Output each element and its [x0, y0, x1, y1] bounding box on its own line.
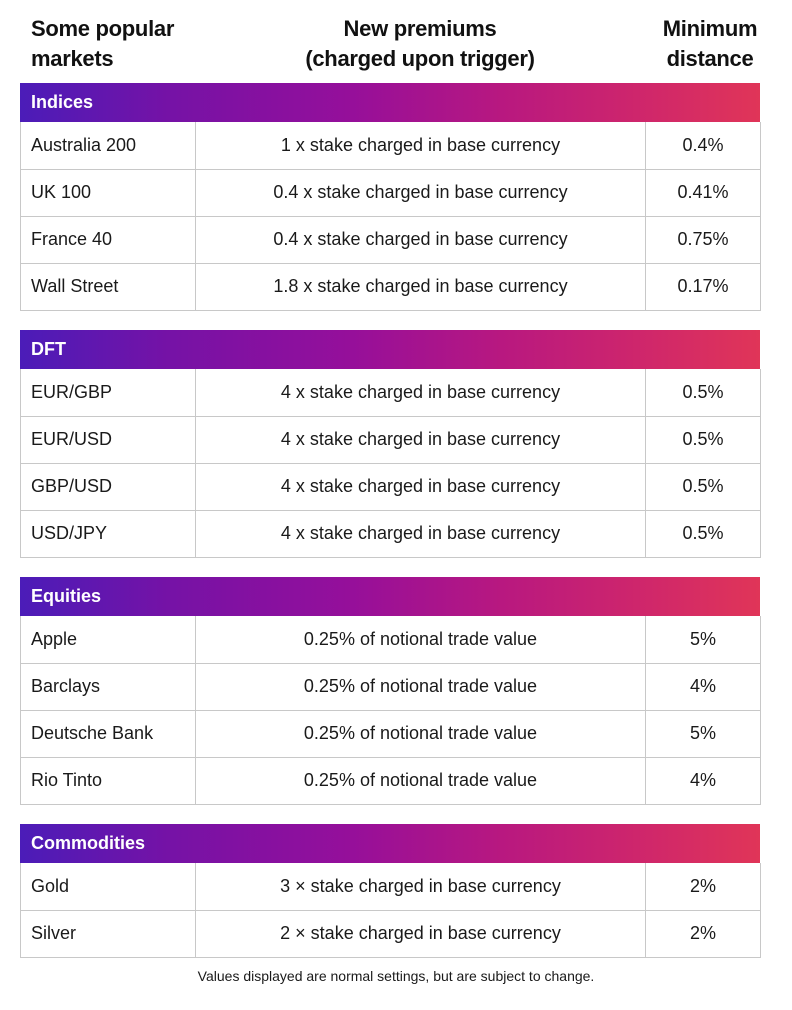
column-headers: Some popular markets New premiums (charg…: [20, 12, 760, 78]
section-commodities: Commodities Gold 3 × stake charged in ba…: [20, 824, 761, 958]
premium-cell: 0.25% of notional trade value: [195, 662, 646, 711]
table-row: EUR/GBP 4 x stake charged in base curren…: [20, 369, 761, 417]
section-title: Equities: [20, 577, 760, 616]
section-title: Commodities: [20, 824, 760, 863]
distance-cell: 0.5%: [645, 509, 761, 558]
distance-cell: 0.5%: [645, 369, 761, 417]
premium-cell: 0.25% of notional trade value: [195, 616, 646, 664]
premium-cell: 4 x stake charged in base currency: [195, 509, 646, 558]
market-cell: Barclays: [20, 662, 196, 711]
market-cell: Apple: [20, 616, 196, 664]
section-title: DFT: [20, 330, 760, 369]
premium-cell: 0.4 x stake charged in base currency: [195, 168, 646, 217]
market-cell: EUR/GBP: [20, 369, 196, 417]
premium-cell: 4 x stake charged in base currency: [195, 415, 646, 464]
distance-cell: 5%: [645, 616, 761, 664]
table-row: Rio Tinto 0.25% of notional trade value …: [20, 756, 761, 805]
market-cell: Deutsche Bank: [20, 709, 196, 758]
header-line: New premiums: [343, 16, 497, 41]
table-row: Gold 3 × stake charged in base currency …: [20, 863, 761, 911]
premium-cell: 4 x stake charged in base currency: [195, 369, 646, 417]
table-row: Silver 2 × stake charged in base currenc…: [20, 909, 761, 958]
header-line: Minimum: [662, 16, 758, 41]
equities-table: Apple 0.25% of notional trade value 5% B…: [20, 616, 761, 805]
header-line: (charged upon trigger): [305, 46, 535, 71]
distance-cell: 0.75%: [645, 215, 761, 264]
distance-cell: 0.41%: [645, 168, 761, 217]
market-cell: Gold: [20, 863, 196, 911]
table-row: GBP/USD 4 x stake charged in base curren…: [20, 462, 761, 511]
market-cell: Rio Tinto: [20, 756, 196, 805]
market-cell: UK 100: [20, 168, 196, 217]
header-line: Some popular: [31, 16, 175, 41]
market-cell: Silver: [20, 909, 196, 958]
distance-cell: 0.4%: [645, 122, 761, 170]
market-cell: Australia 200: [20, 122, 196, 170]
market-cell: USD/JPY: [20, 509, 196, 558]
premium-cell: 1.8 x stake charged in base currency: [195, 262, 646, 311]
premium-cell: 0.25% of notional trade value: [195, 756, 646, 805]
distance-cell: 0.17%: [645, 262, 761, 311]
table-row: Wall Street 1.8 x stake charged in base …: [20, 262, 761, 311]
section-dft: DFT EUR/GBP 4 x stake charged in base cu…: [20, 330, 761, 558]
table-row: Apple 0.25% of notional trade value 5%: [20, 616, 761, 664]
distance-cell: 2%: [645, 909, 761, 958]
distance-cell: 5%: [645, 709, 761, 758]
dft-table: EUR/GBP 4 x stake charged in base curren…: [20, 369, 761, 558]
table-row: EUR/USD 4 x stake charged in base curren…: [20, 415, 761, 464]
premium-cell: 1 x stake charged in base currency: [195, 122, 646, 170]
header-line: distance: [666, 46, 754, 71]
distance-cell: 4%: [645, 756, 761, 805]
section-indices: Indices Australia 200 1 x stake charged …: [20, 83, 761, 311]
footnote: Values displayed are normal settings, bu…: [197, 968, 595, 984]
distance-cell: 4%: [645, 662, 761, 711]
premium-cell: 0.25% of notional trade value: [195, 709, 646, 758]
table-row: Barclays 0.25% of notional trade value 4…: [20, 662, 761, 711]
table-row: UK 100 0.4 x stake charged in base curre…: [20, 168, 761, 217]
table-row: Australia 200 1 x stake charged in base …: [20, 122, 761, 170]
header-line: markets: [31, 46, 114, 71]
table-row: Deutsche Bank 0.25% of notional trade va…: [20, 709, 761, 758]
premium-cell: 0.4 x stake charged in base currency: [195, 215, 646, 264]
market-cell: GBP/USD: [20, 462, 196, 511]
market-cell: France 40: [20, 215, 196, 264]
premium-cell: 3 × stake charged in base currency: [195, 863, 646, 911]
table-row: USD/JPY 4 x stake charged in base curren…: [20, 509, 761, 558]
column-header-distance: Minimum distance: [640, 14, 780, 74]
indices-table: Australia 200 1 x stake charged in base …: [20, 122, 761, 311]
premium-cell: 4 x stake charged in base currency: [195, 462, 646, 511]
premium-cell: 2 × stake charged in base currency: [195, 909, 646, 958]
distance-cell: 2%: [645, 863, 761, 911]
market-cell: Wall Street: [20, 262, 196, 311]
section-equities: Equities Apple 0.25% of notional trade v…: [20, 577, 761, 805]
market-cell: EUR/USD: [20, 415, 196, 464]
distance-cell: 0.5%: [645, 415, 761, 464]
column-header-markets: Some popular markets: [31, 14, 211, 74]
section-title: Indices: [20, 83, 760, 122]
distance-cell: 0.5%: [645, 462, 761, 511]
table-row: France 40 0.4 x stake charged in base cu…: [20, 215, 761, 264]
column-header-premiums: New premiums (charged upon trigger): [195, 14, 645, 74]
commodities-table: Gold 3 × stake charged in base currency …: [20, 863, 761, 958]
